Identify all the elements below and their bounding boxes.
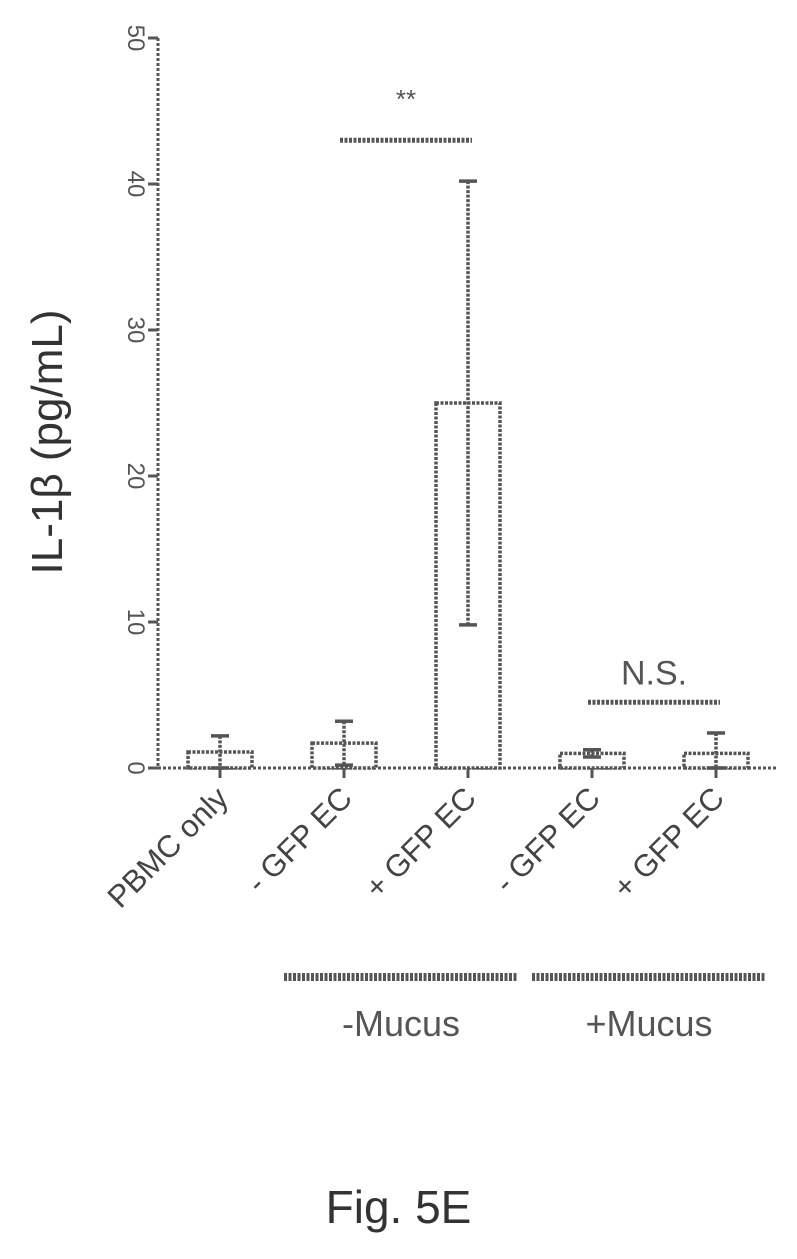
bars <box>186 179 750 770</box>
y-tick-label: 40 <box>122 171 149 198</box>
y-tick-label: 0 <box>122 761 149 774</box>
y-tick-label: 50 <box>122 25 149 52</box>
y-tick-label: 20 <box>122 463 149 490</box>
y-tick-label: 30 <box>122 317 149 344</box>
group-label: +Mucus <box>585 1003 712 1044</box>
figure-caption: Fig. 5E <box>325 1181 472 1233</box>
category-label: - GFP EC <box>240 780 359 899</box>
annotations: ** N.S. <box>340 84 720 705</box>
significance-label: ** <box>396 84 416 114</box>
category-labels: PBMC only - GFP EC + GFP EC - GFP EC + GFP E… <box>101 780 766 1044</box>
category-label: - GFP EC <box>488 780 607 899</box>
group-label: -Mucus <box>342 1003 460 1044</box>
category-label: + GFP EC <box>358 780 483 905</box>
category-label: PBMC only <box>101 780 236 915</box>
y-axis-label: IL-1β (pg/mL) <box>23 310 72 575</box>
category-label: + GFP EC <box>606 780 731 905</box>
y-tick-label: 10 <box>122 609 149 636</box>
bar <box>558 751 626 770</box>
significance-label: N.S. <box>621 654 687 692</box>
